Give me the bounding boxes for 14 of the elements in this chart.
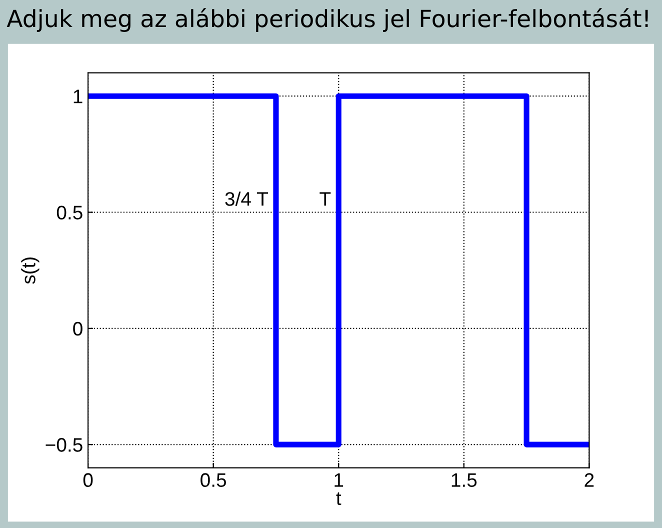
annotation: 3/4 T bbox=[225, 192, 268, 206]
x-tick-label: 1.5 bbox=[452, 473, 477, 487]
x-tick-label: 1 bbox=[334, 473, 344, 487]
x-tick-label: 0 bbox=[83, 473, 93, 487]
y-tick-label: 0 bbox=[73, 322, 82, 336]
x-tick-label: 2 bbox=[584, 473, 594, 487]
y-tick-label: −0.5 bbox=[46, 438, 82, 452]
x-tick-label: 0.5 bbox=[200, 473, 226, 487]
annotation: T bbox=[320, 192, 331, 206]
x-axis-title: t bbox=[336, 492, 342, 506]
y-tick-label: 1 bbox=[74, 90, 82, 104]
chart-title: Adjuk meg az alábbi periodikus jel Fourier-felbontását! bbox=[6, 8, 648, 32]
y-axis-title: s(t) bbox=[21, 258, 40, 284]
y-tick-label: 0.5 bbox=[56, 206, 82, 220]
